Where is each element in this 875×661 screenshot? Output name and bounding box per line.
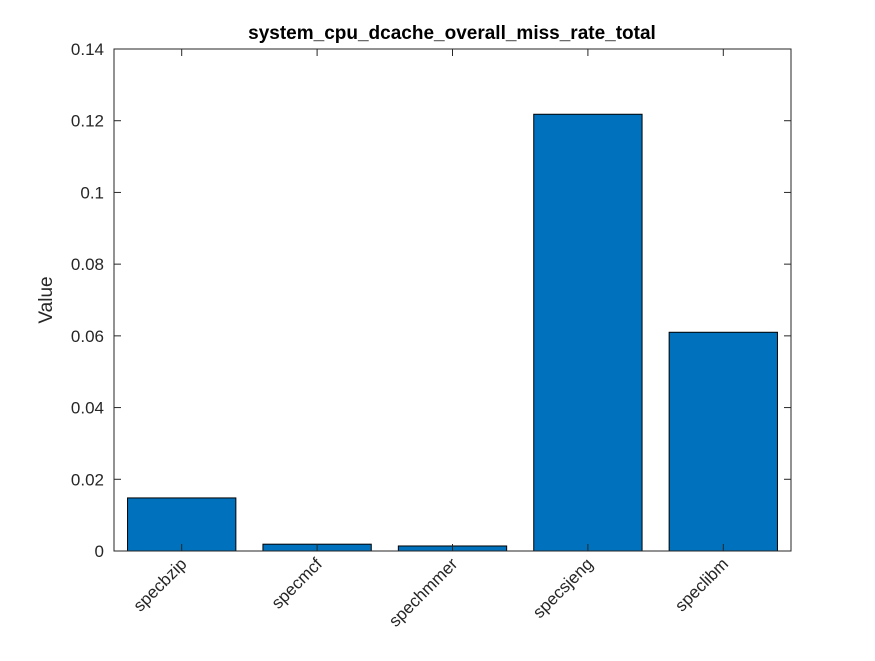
y-axis-label: Value (36, 276, 57, 323)
x-tick-label-spechmmer: spechmmer (385, 554, 461, 630)
y-tick-label: 0.02 (71, 470, 104, 489)
chart-title: system_cpu_dcache_overall_miss_rate_tota… (248, 23, 656, 44)
x-tick-label-specsjeng: specsjeng (529, 554, 597, 622)
y-tick-label: 0.1 (80, 183, 104, 202)
x-tick-label-specbzip: specbzip (130, 554, 191, 615)
y-tick-label: 0 (95, 542, 104, 561)
x-tick-label-specmcf: specmcf (268, 554, 326, 612)
bar-speclibm (668, 331, 778, 552)
bar-specsjeng (533, 113, 643, 552)
x-tick-label-speclibm: speclibm (671, 554, 732, 615)
bar-specbzip (127, 497, 237, 552)
y-tick-label: 0.08 (71, 255, 104, 274)
y-tick-label: 0.04 (71, 399, 104, 418)
y-tick-label: 0.12 (71, 112, 104, 131)
y-tick-label: 0.06 (71, 327, 104, 346)
plot-area: 0 0.02 0.04 0.06 0.08 0.1 0.12 0.14 specbzip spec… (71, 40, 792, 631)
y-tick-label: 0.14 (71, 40, 104, 59)
